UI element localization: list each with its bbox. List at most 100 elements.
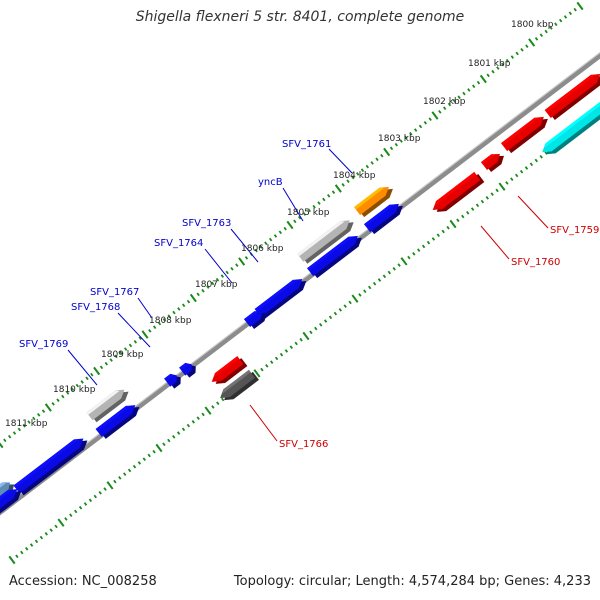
- major-tick: [400, 257, 408, 266]
- minor-tick: [138, 336, 142, 340]
- minor-tick: [534, 37, 539, 41]
- minor-tick: [244, 256, 249, 260]
- minor-tick: [191, 420, 195, 424]
- minor-tick: [119, 350, 123, 355]
- minor-tick: [177, 307, 181, 311]
- minor-tick: [210, 281, 215, 286]
- scale-label: 1809 kbp: [101, 350, 144, 360]
- scale-label: 1802 kbp: [423, 97, 466, 107]
- gene-body: [364, 203, 399, 233]
- minor-tick: [147, 453, 151, 458]
- minor-tick: [206, 285, 210, 289]
- gene-body: [542, 99, 600, 153]
- scale-label: 1807 kbp: [195, 280, 238, 290]
- minor-tick: [360, 168, 365, 173]
- minor-tick: [283, 226, 287, 231]
- minor-tick: [510, 55, 515, 59]
- gene-label-sfv-1764: SFV_1764: [154, 238, 203, 249]
- label-leader-line: [249, 404, 278, 442]
- minor-tick: [490, 192, 494, 196]
- minor-tick: [399, 139, 403, 143]
- gene-arrow-sfv-1759: [544, 74, 600, 120]
- minor-tick: [265, 364, 269, 368]
- minor-tick: [39, 535, 44, 540]
- minor-tick: [181, 303, 186, 308]
- minor-tick: [520, 47, 524, 52]
- gene-arrow-sfv-1767: [179, 362, 196, 378]
- minor-tick: [157, 321, 162, 326]
- inner-tick-track: [8, 107, 600, 565]
- gene-highlight: [244, 311, 259, 322]
- minor-tick: [529, 162, 534, 167]
- gene-arrow-yncb: [364, 203, 403, 235]
- gene-highlight: [501, 117, 539, 146]
- minor-tick: [297, 215, 302, 220]
- gene-highlight: [364, 204, 394, 227]
- minor-tick: [365, 164, 370, 169]
- minor-tick: [392, 266, 396, 271]
- minor-tick: [534, 158, 538, 163]
- major-tick: [155, 443, 163, 453]
- minor-tick: [56, 398, 60, 403]
- minor-tick: [380, 153, 384, 158]
- minor-tick: [326, 193, 331, 198]
- minor-tick: [438, 110, 442, 114]
- minor-tick: [99, 365, 104, 370]
- minor-tick: [372, 281, 377, 286]
- minor-tick: [338, 308, 342, 312]
- gene-arrow-blue: [254, 279, 307, 319]
- gene-highlight: [481, 154, 496, 165]
- map-title: Shigella flexneri 5 str. 8401, complete …: [135, 9, 465, 25]
- gene-arrow-blue-long: [13, 438, 88, 496]
- gene-highlight: [0, 489, 13, 510]
- minor-tick: [103, 487, 107, 491]
- gene-arrow-sfv-1764: [307, 235, 362, 279]
- minor-tick: [29, 543, 34, 547]
- minor-tick: [314, 326, 318, 331]
- minor-tick: [475, 203, 480, 208]
- minor-tick: [331, 190, 336, 194]
- minor-tick: [132, 464, 137, 469]
- major-tick: [449, 219, 457, 229]
- minor-tick: [114, 354, 118, 359]
- minor-tick: [260, 367, 264, 372]
- minor-tick: [544, 29, 548, 34]
- minor-tick: [70, 387, 75, 392]
- minor-tick: [230, 266, 234, 271]
- minor-tick: [172, 434, 176, 439]
- label-leader-line: [517, 195, 549, 229]
- minor-tick: [539, 154, 543, 159]
- minor-tick: [389, 146, 394, 151]
- minor-tick: [123, 472, 127, 476]
- gene-label-sfv-1759: SFV_1759: [550, 225, 599, 236]
- gene-arrow-blue-edge: [0, 489, 22, 517]
- minor-tick: [549, 26, 553, 30]
- forward-gene-labels: SFV_1761 yncB SFV_1763 SFV_1764 SFV_1767…: [19, 139, 331, 350]
- minor-tick: [446, 225, 450, 230]
- minor-tick: [322, 197, 326, 202]
- gene-highlight: [354, 187, 384, 210]
- minor-tick: [278, 230, 283, 235]
- scale-label: 1806 kbp: [241, 244, 284, 254]
- minor-tick: [328, 315, 333, 320]
- gene-arrow-sfv-1768: [164, 373, 181, 389]
- minor-tick: [104, 361, 109, 366]
- gene-arrow-sfv-1760: [432, 172, 485, 212]
- minor-tick: [80, 380, 84, 384]
- minor-tick: [442, 106, 447, 111]
- label-leader-line: [230, 228, 259, 263]
- minor-tick: [225, 270, 229, 275]
- label-leader-line: [480, 225, 510, 260]
- minor-tick: [441, 229, 445, 234]
- minor-tick: [417, 248, 421, 252]
- accession-text: Accession: NC_008258: [9, 574, 157, 589]
- outer-tick-track: [0, 1, 584, 449]
- minor-tick: [83, 502, 88, 506]
- minor-tick: [302, 212, 307, 216]
- minor-tick: [133, 339, 138, 344]
- minor-tick: [333, 311, 338, 316]
- major-tick: [253, 369, 261, 378]
- minor-tick: [346, 179, 350, 184]
- label-leader-line: [328, 148, 353, 174]
